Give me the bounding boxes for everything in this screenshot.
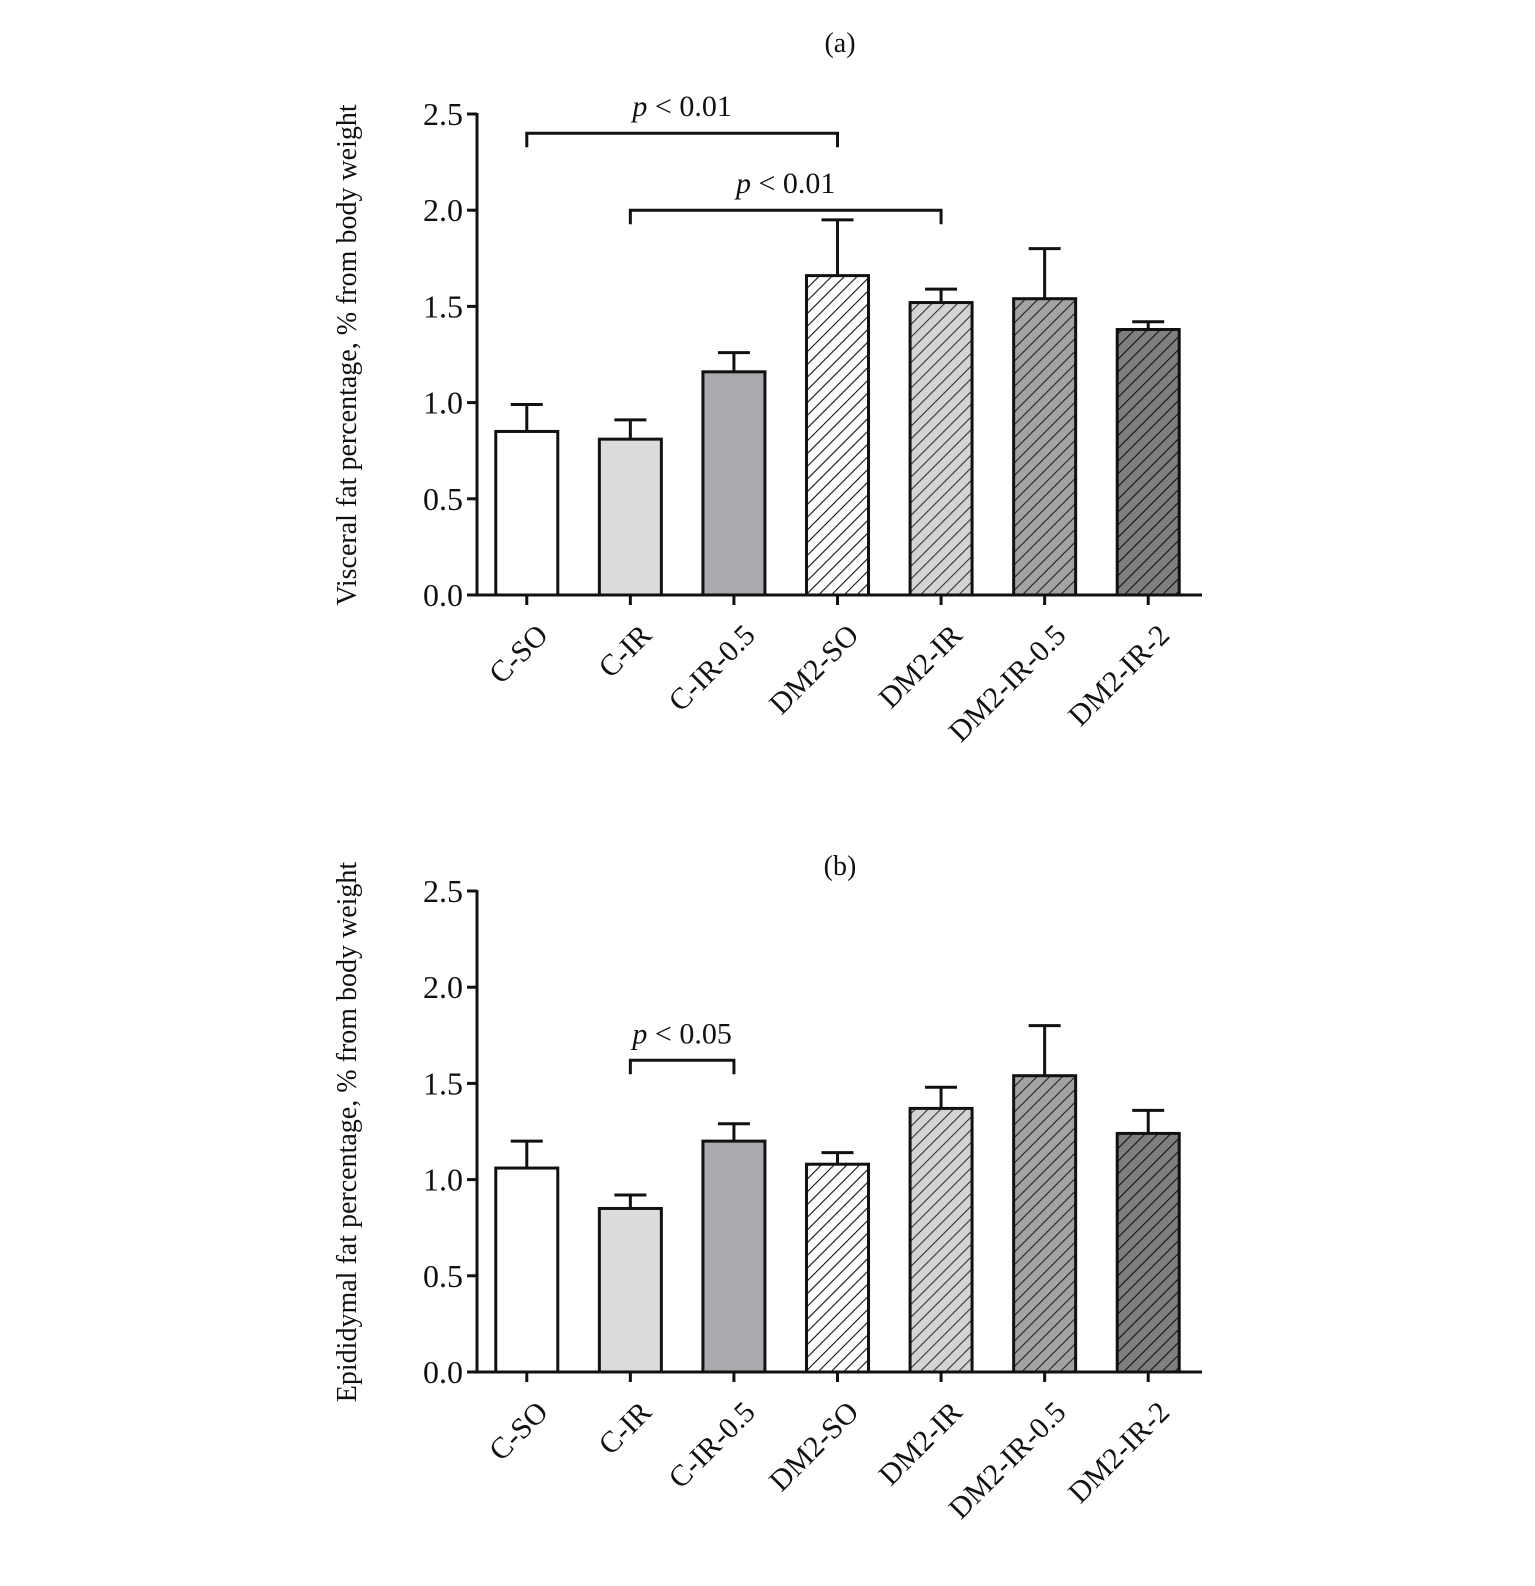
panel-b: (b) Epididymal fat percentage, % from bod… [332,851,1202,1525]
category-label: DM2-IR-2 [1062,618,1176,732]
p-symbol: p [630,90,647,123]
category-label: C-SO [483,618,555,690]
y-tick-label: 2.5 [423,96,463,132]
bar-dm2-so [805,274,870,597]
significance-label: p < 0.01 [734,167,835,200]
category-label: DM2-SO [763,618,865,720]
y-axis-title: Visceral fat percentage, % from body wei… [332,104,363,606]
bar-dm2-ir-0.5 [1012,1074,1078,1374]
bar-dm2-ir-2 [1115,1131,1181,1374]
bar-c-ir-0.5 [701,1139,767,1374]
y-tick-label: 0.5 [423,481,463,517]
category-label: C-IR [592,618,658,684]
bar-dm2-ir-0.5 [1012,297,1078,597]
category-label: C-IR-0.5 [662,618,761,717]
category-label: DM2-IR [872,1395,968,1491]
y-tick-label: 2.0 [423,969,463,1005]
y-tick-label: 1.0 [423,1162,463,1198]
significance-bracket [628,1058,736,1075]
y-tick-label: 1.5 [423,288,463,324]
category-label: DM2-IR [872,618,968,714]
p-value: < 0.01 [751,167,835,200]
category-label: C-IR-0.5 [662,1395,761,1494]
bar-dm2-ir [908,301,974,597]
y-tick-label: 0.5 [423,1258,463,1294]
p-symbol: p [734,167,751,200]
y-tick-label: 1.0 [423,385,463,421]
p-value: < 0.01 [647,90,731,123]
bar-c-ir [597,437,663,597]
panel-a: (a) Visceral fat percentage, % from body … [332,28,1202,748]
category-label: DM2-SO [763,1395,865,1497]
p-value: < 0.05 [647,1017,731,1050]
y-tick-label: 1.5 [423,1065,463,1101]
bar-c-so [494,1166,560,1374]
y-tick-label: 0.0 [423,577,463,613]
significance-bracket [525,131,839,148]
y-axis-title: Epididymal fat percentage, % from body w… [332,862,363,1403]
bar-c-ir-0.5 [701,370,767,597]
panel-title: (a) [824,28,855,59]
category-label: C-SO [483,1395,555,1467]
y-tick-label: 2.0 [423,192,463,228]
bar-dm2-so [805,1162,870,1374]
bar-dm2-ir-2 [1115,327,1181,597]
bar-dm2-ir [908,1106,974,1374]
p-symbol: p [630,1017,647,1050]
bar-c-ir [597,1206,663,1374]
category-label: C-IR [592,1395,658,1461]
bar-c-so [494,429,560,597]
significance-bracket [628,208,943,225]
y-tick-label: 0.0 [423,1354,463,1390]
significance-label: p < 0.01 [630,90,731,123]
category-label: DM2-IR-2 [1062,1395,1176,1509]
y-tick-label: 2.5 [423,873,463,909]
panel-title: (b) [824,851,857,882]
significance-label: p < 0.05 [630,1017,731,1050]
